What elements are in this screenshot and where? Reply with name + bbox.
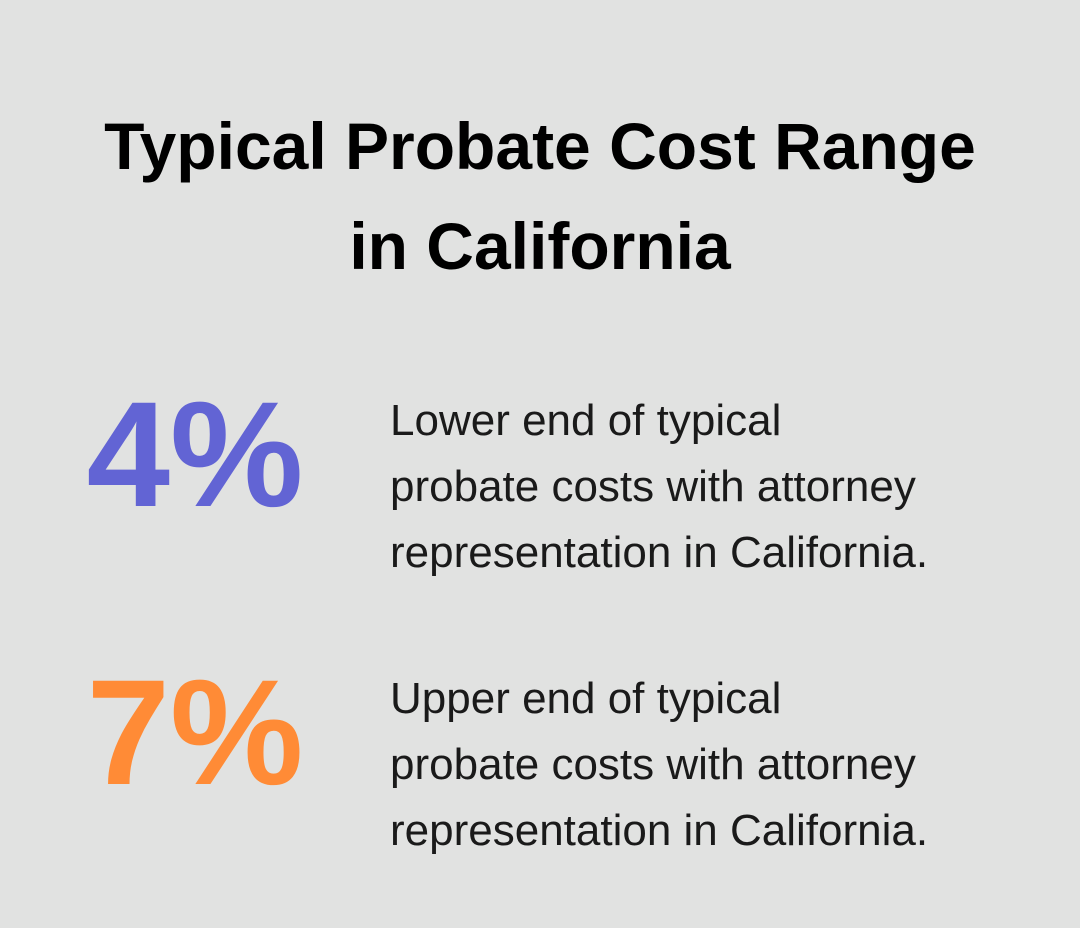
title: Typical Probate Cost Range in California [0, 96, 1080, 296]
stat-value: 7% [86, 648, 304, 816]
description-line: representation in California. [390, 806, 929, 855]
stat-row: 4% Lower end of typical probate costs wi… [0, 344, 1080, 577]
description-line: probate costs with attorney [390, 740, 916, 789]
description-line: probate costs with attorney [390, 462, 916, 511]
title-line: in California [349, 209, 731, 283]
title-line: Typical Probate Cost Range [104, 109, 976, 183]
description-line: Upper end of typical [390, 674, 782, 723]
stat-description: Upper end of typical probate costs with … [390, 666, 928, 864]
description-line: representation in California. [390, 528, 929, 577]
description-line: Lower end of typical [390, 396, 782, 445]
stat-value: 4% [86, 370, 304, 538]
stat-description: Lower end of typical probate costs with … [390, 388, 928, 586]
stat-row: 7% Upper end of typical probate costs wi… [0, 622, 1080, 855]
